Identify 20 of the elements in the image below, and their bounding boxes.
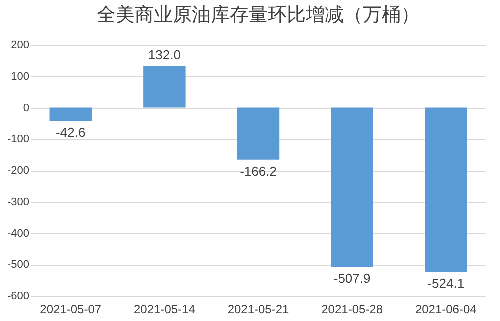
data-label: 132.0 [148,47,181,62]
x-tick-label: 2021-05-07 [40,302,102,316]
data-label: -507.9 [334,271,371,286]
y-tick-label: -300 [7,196,30,208]
y-tick-label: -200 [7,165,30,177]
x-tick-label: 2021-05-14 [134,302,196,316]
x-tick-label: 2021-06-04 [415,302,478,316]
y-tick-label: -500 [7,259,30,272]
y-tick-label: -100 [7,134,30,146]
chart-title: 全美商业原油库存量环比增减（万桶） [97,4,420,26]
data-label: -524.1 [428,276,465,292]
x-tick-label: 2021-05-21 [228,302,290,316]
y-tick-label: -600 [7,290,30,302]
y-tick-label: 100 [11,70,30,83]
data-label: -166.2 [240,164,277,179]
x-tick-label: 2021-05-28 [322,302,384,316]
y-tick-label: 200 [11,40,30,52]
data-label: -42.6 [56,125,86,140]
y-tick-label: 0 [23,102,30,114]
y-tick-label: -400 [7,228,30,240]
